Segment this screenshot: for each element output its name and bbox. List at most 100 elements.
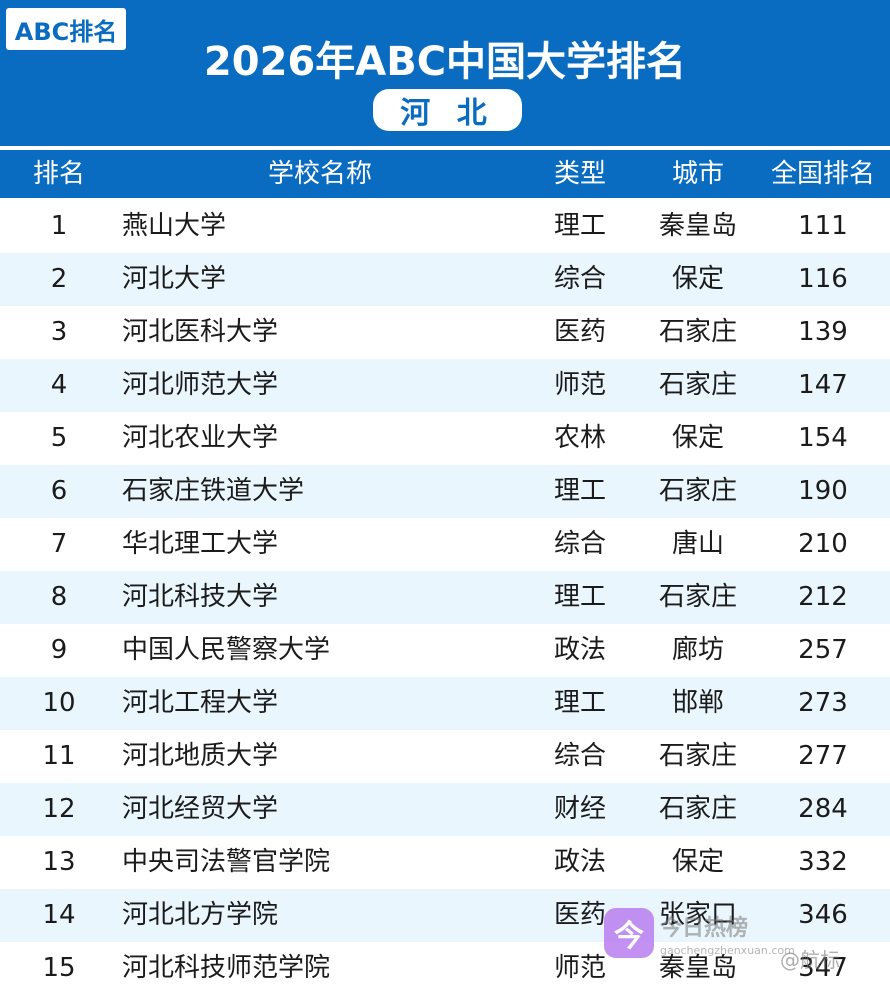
page-title: 2026年ABC中国大学排名: [203, 39, 687, 85]
table-row: 7 华北理工大学 综合 唐山 210: [0, 518, 890, 571]
city-cell: 保定: [671, 847, 724, 877]
national-rank-cell: 284: [798, 794, 848, 824]
city-cell: 石家庄: [658, 741, 737, 771]
rank-cell: 12: [42, 794, 76, 824]
table-row: 3 河北医科大学 医药 石家庄 139: [0, 306, 890, 359]
type-cell: 理工: [553, 211, 606, 241]
type-cell: 理工: [553, 688, 606, 718]
rank-cell: 14: [42, 900, 76, 930]
school-name-cell: 河北经贸大学: [122, 794, 279, 824]
school-name-cell: 河北大学: [122, 264, 227, 294]
rank-cell: 2: [50, 264, 68, 294]
type-cell: 师范: [553, 370, 606, 400]
column-header-city: 城市: [671, 159, 724, 189]
national-rank-cell: 139: [798, 317, 848, 347]
city-cell: 石家庄: [658, 794, 737, 824]
table-row: 13 中央司法警官学院 政法 保定 332: [0, 836, 890, 889]
watermark-logo-icon: 今: [604, 908, 654, 958]
city-cell: 邯郸: [671, 688, 724, 718]
national-rank-cell: 147: [798, 370, 848, 400]
school-name-cell: 河北医科大学: [122, 317, 279, 347]
school-name-cell: 河北师范大学: [122, 370, 279, 400]
rank-cell: 11: [42, 741, 76, 771]
city-cell: 石家庄: [658, 476, 737, 506]
watermark-weibo: @航标: [780, 948, 840, 972]
table-row: 11 河北地质大学 综合 石家庄 277: [0, 730, 890, 783]
school-name-cell: 燕山大学: [122, 211, 227, 241]
column-header-national-rank: 全国排名: [770, 159, 875, 189]
rank-cell: 13: [42, 847, 76, 877]
city-cell: 保定: [671, 264, 724, 294]
type-cell: 师范: [553, 953, 606, 983]
school-name-cell: 华北理工大学: [122, 529, 279, 559]
header-banner: ABC排名 2026年ABC中国大学排名 河 北: [0, 0, 890, 146]
rank-cell: 5: [50, 423, 68, 453]
column-header-name: 学校名称: [267, 159, 372, 189]
rank-cell: 7: [50, 529, 68, 559]
rank-cell: 1: [50, 211, 68, 241]
school-name-cell: 河北科技师范学院: [122, 953, 331, 983]
table-row: 5 河北农业大学 农林 保定 154: [0, 412, 890, 465]
city-cell: 廊坊: [671, 635, 724, 665]
national-rank-cell: 277: [798, 741, 848, 771]
ranking-table-body: 1 燕山大学 理工 秦皇岛 111 2 河北大学 综合 保定 116 3 河北医科大学 医药 石家庄 139…: [0, 200, 890, 992]
table-row: 15 河北科技师范学院 师范 秦皇岛 347: [0, 942, 890, 992]
type-cell: 理工: [553, 582, 606, 612]
city-cell: 张家口: [658, 900, 737, 930]
watermark-url: gaochengzhenxuan.com: [660, 944, 795, 957]
school-name-cell: 中国人民警察大学: [122, 635, 331, 665]
type-cell: 理工: [553, 476, 606, 506]
type-cell: 政法: [553, 847, 606, 877]
type-cell: 农林: [553, 423, 606, 453]
national-rank-cell: 347: [798, 953, 848, 983]
table-row: 4 河北师范大学 师范 石家庄 147: [0, 359, 890, 412]
school-name-cell: 中央司法警官学院: [122, 847, 331, 877]
table-row: 8 河北科技大学 理工 石家庄 212: [0, 571, 890, 624]
rank-cell: 3: [50, 317, 68, 347]
city-cell: 保定: [671, 423, 724, 453]
type-cell: 医药: [553, 900, 606, 930]
city-cell: 秦皇岛: [658, 953, 737, 983]
type-cell: 综合: [553, 741, 606, 771]
type-cell: 综合: [553, 529, 606, 559]
table-row: 1 燕山大学 理工 秦皇岛 111: [0, 200, 890, 253]
school-name-cell: 河北农业大学: [122, 423, 279, 453]
table-row: 10 河北工程大学 理工 邯郸 273: [0, 677, 890, 730]
rank-cell: 4: [50, 370, 68, 400]
type-cell: 财经: [553, 794, 606, 824]
rank-cell: 10: [42, 688, 76, 718]
city-cell: 秦皇岛: [658, 211, 737, 241]
school-name-cell: 河北地质大学: [122, 741, 279, 771]
column-header-type: 类型: [553, 159, 606, 189]
region-label: 河 北: [373, 89, 522, 131]
school-name-cell: 河北工程大学: [122, 688, 279, 718]
city-cell: 石家庄: [658, 582, 737, 612]
school-name-cell: 河北北方学院: [122, 900, 279, 930]
column-header-rank: 排名: [32, 159, 85, 189]
table-row: 12 河北经贸大学 财经 石家庄 284: [0, 783, 890, 836]
national-rank-cell: 111: [798, 211, 848, 241]
watermark-brand: 今日热榜: [660, 916, 749, 941]
national-rank-cell: 257: [798, 635, 848, 665]
national-rank-cell: 346: [798, 900, 848, 930]
rank-cell: 8: [50, 582, 68, 612]
national-rank-cell: 116: [798, 264, 848, 294]
type-cell: 医药: [553, 317, 606, 347]
table-row: 14 河北北方学院 医药 张家口 346: [0, 889, 890, 942]
school-name-cell: 河北科技大学: [122, 582, 279, 612]
national-rank-cell: 210: [798, 529, 848, 559]
national-rank-cell: 273: [798, 688, 848, 718]
national-rank-cell: 212: [798, 582, 848, 612]
brand-badge: ABC排名: [6, 8, 126, 50]
national-rank-cell: 332: [798, 847, 848, 877]
table-row: 9 中国人民警察大学 政法 廊坊 257: [0, 624, 890, 677]
school-name-cell: 石家庄铁道大学: [122, 476, 305, 506]
city-cell: 唐山: [671, 529, 724, 559]
rank-cell: 15: [42, 953, 76, 983]
city-cell: 石家庄: [658, 317, 737, 347]
national-rank-cell: 190: [798, 476, 848, 506]
type-cell: 综合: [553, 264, 606, 294]
table-header: 排名 学校名称 类型 城市 全国排名: [0, 150, 890, 198]
type-cell: 政法: [553, 635, 606, 665]
table-row: 6 石家庄铁道大学 理工 石家庄 190: [0, 465, 890, 518]
